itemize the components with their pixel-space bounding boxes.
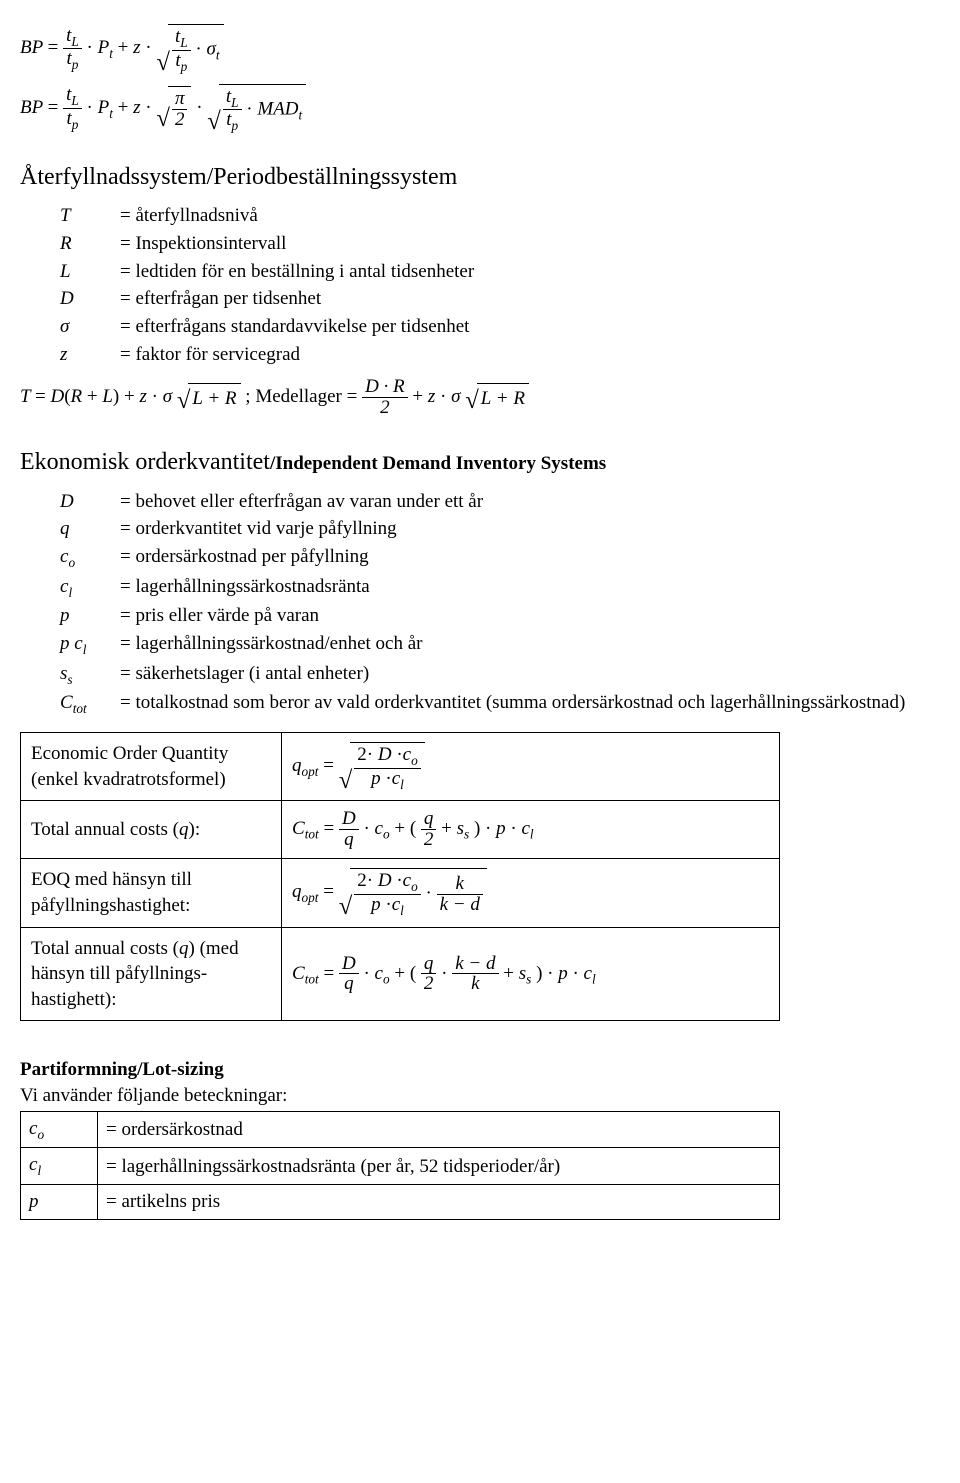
- table-row: Total annual costs (q) (med hänsyn till …: [21, 927, 780, 1021]
- heading-eoq: Ekonomisk orderkvantitet/Independent Dem…: [20, 446, 940, 478]
- equation-bp-sigma: BP = tL tp · Pt + z · √ tL tp · σt: [20, 24, 940, 74]
- table-row: EOQ med hänsyn till påfyllningshastighet…: [21, 859, 780, 927]
- tac2-formula: Ctot = D q · co + ( q 2 · k − d k + ss: [282, 927, 780, 1021]
- eoq-formula-table: Economic Order Quantity (enkel kvadratro…: [20, 732, 780, 1021]
- tac2-label: Total annual costs (q) (med hänsyn till …: [21, 927, 282, 1021]
- tac1-formula: Ctot = D q · co + ( q 2 + ss ) · p · cl: [282, 801, 780, 859]
- table-row: p = artikelns pris: [21, 1185, 780, 1220]
- lot-sizing-subtitle: Vi använder följande beteckningar:: [20, 1083, 940, 1109]
- table-row: cl = lagerhållningssärkostnadsränta (per…: [21, 1148, 780, 1185]
- heading-lot-sizing: Partiformning/Lot-sizing: [20, 1057, 940, 1083]
- page: BP = tL tp · Pt + z · √ tL tp · σt BP = …: [0, 0, 960, 1240]
- equation-T-medellager: T = D(R + L) + z · σ √L + R ; Medellager…: [20, 377, 940, 418]
- table-row: Total annual costs (q): Ctot = D q · co …: [21, 801, 780, 859]
- eoq-formula: qopt = √ 2· D ·co p ·cl: [282, 733, 780, 801]
- defs-periodic: T= återfyllnadsnivå R= Inspektionsinterv…: [60, 203, 940, 367]
- table-row: Economic Order Quantity (enkel kvadratro…: [21, 733, 780, 801]
- eoq-label: Economic Order Quantity (enkel kvadratro…: [21, 733, 282, 801]
- lot-sizing-table: co = ordersärkostnad cl = lagerhållnings…: [20, 1111, 780, 1220]
- eoq2-label: EOQ med hänsyn till påfyllningshastighet…: [21, 859, 282, 927]
- eoq2-formula: qopt = √ 2· D ·co p ·cl · k k − d: [282, 859, 780, 927]
- defs-eoq: D= behovet eller efterfrågan av varan un…: [60, 489, 940, 719]
- heading-periodic-system: Återfyllnadssystem/Periodbeställningssys…: [20, 161, 940, 193]
- table-row: co = ordersärkostnad: [21, 1111, 780, 1148]
- tac1-label: Total annual costs (q):: [21, 801, 282, 859]
- equation-bp-mad: BP = tL tp · Pt + z · √ π 2 · √ tL tp · …: [20, 84, 940, 134]
